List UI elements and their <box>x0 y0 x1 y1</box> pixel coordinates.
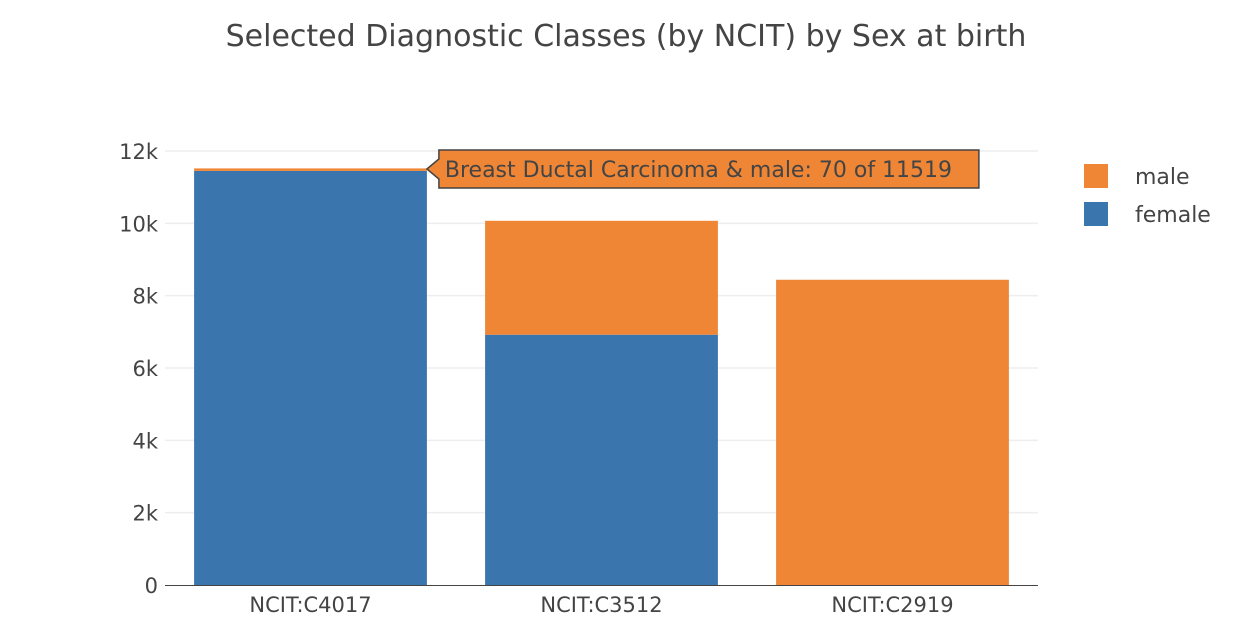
bar-female <box>485 334 718 585</box>
x-tick-label: NCIT:C3512 <box>540 593 662 617</box>
hover-tooltip: Breast Ductal Carcinoma & male: 70 of 11… <box>425 149 980 189</box>
x-tick-label: NCIT:C4017 <box>249 593 371 617</box>
bar-male <box>485 220 718 335</box>
y-tick-label: 2k <box>132 502 158 526</box>
bar-male <box>194 168 427 171</box>
y-tick-label: 10k <box>119 212 159 236</box>
legend-swatch-female <box>1084 202 1108 226</box>
y-tick-label: 0 <box>145 574 158 598</box>
legend-label-male: male <box>1135 165 1190 190</box>
y-tick-label: 4k <box>132 429 158 453</box>
bar-female <box>194 170 427 585</box>
y-tick-label: 12k <box>119 140 159 164</box>
chart-title: Selected Diagnostic Classes (by NCIT) by… <box>226 19 1027 54</box>
legend-label-female: female <box>1135 203 1211 228</box>
tooltip-box <box>425 149 980 189</box>
y-tick-label: 8k <box>132 285 158 309</box>
x-tick-label: NCIT:C2919 <box>831 593 953 617</box>
bar-male <box>776 279 1009 585</box>
tooltip-text: Breast Ductal Carcinoma & male: 70 of 11… <box>445 158 952 183</box>
legend-swatch-male <box>1084 164 1108 188</box>
y-tick-label: 6k <box>132 357 158 381</box>
